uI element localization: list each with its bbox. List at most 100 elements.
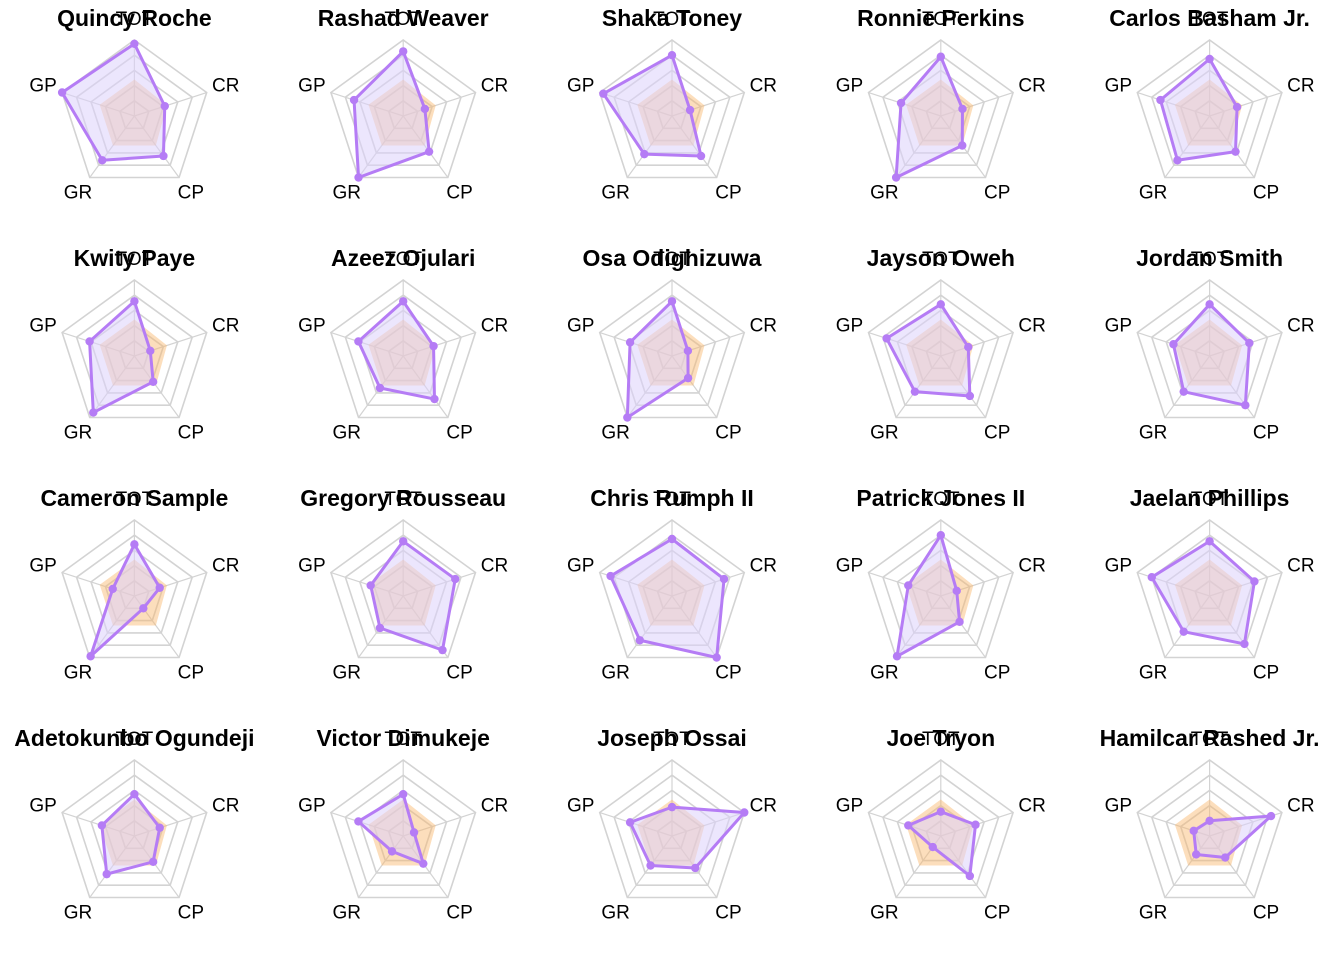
player-point (160, 101, 169, 111)
axis-label: CR (1287, 795, 1314, 816)
axis-label: CR (212, 795, 239, 816)
player-point (1147, 573, 1156, 582)
axis-label: TOT (922, 489, 960, 510)
axis-label: GP (836, 795, 863, 816)
axis-label: CR (750, 555, 777, 576)
player-point (430, 394, 439, 404)
axis-label: GR (601, 183, 630, 204)
player-point (148, 377, 158, 387)
axis-label: CR (1018, 315, 1045, 336)
axis-label: GP (567, 555, 594, 576)
axis-label: GR (870, 423, 899, 444)
radar-panel: Carlos Basham Jr.TOT CR CP GR GP (1105, 5, 1315, 204)
axis-label: TOT (384, 9, 422, 30)
axis-label: GR (1139, 423, 1168, 444)
axis-label: GP (836, 75, 863, 96)
axis-label: GP (29, 75, 56, 96)
player-point (936, 300, 945, 309)
axis-label: GP (29, 315, 56, 336)
player-point (1232, 102, 1242, 112)
player-point (712, 653, 721, 662)
axis-label: CR (1287, 75, 1314, 96)
panel-title: Shaka Toney (602, 5, 742, 31)
panel-title: Kwity Paye (74, 245, 195, 271)
player-point (896, 98, 906, 108)
grid-ring (867, 759, 1015, 899)
axis-label: CP (178, 183, 204, 204)
axis-label: CR (481, 555, 508, 576)
player-point (928, 842, 937, 852)
axis-label: CR (1018, 75, 1045, 96)
panel-title: Cameron Sample (40, 485, 228, 511)
player-point (349, 95, 359, 105)
player-point (910, 387, 920, 396)
player-point (146, 346, 155, 356)
grid-ring (1150, 774, 1269, 886)
axis-label: GP (836, 555, 863, 576)
player-point (57, 88, 67, 97)
player-point (354, 337, 363, 346)
axis-label: CR (481, 75, 508, 96)
axis-label: GP (298, 315, 325, 336)
axis-label: GR (870, 663, 899, 684)
player-point (965, 391, 975, 401)
player-point (1205, 816, 1214, 825)
player-series-line (609, 537, 726, 659)
player-point (375, 383, 385, 393)
axis-label: TOT (922, 249, 960, 270)
axis-label: TOT (116, 489, 154, 510)
axis-label: CP (178, 423, 204, 444)
player-series-line (89, 542, 162, 658)
player-point (130, 297, 139, 306)
axis-label: CP (446, 663, 472, 684)
grid-ring (1136, 279, 1283, 419)
player-point (635, 636, 645, 645)
axis-label: GR (333, 903, 362, 924)
axis-label: GP (29, 795, 56, 816)
player-point (424, 147, 434, 156)
axis-label: CR (212, 315, 239, 336)
player-series-line (601, 53, 703, 158)
axis-label: TOT (1191, 489, 1229, 510)
player-series-line (352, 49, 431, 179)
player-point (667, 51, 677, 60)
axis-label: CR (481, 795, 508, 816)
axis-label: GP (29, 555, 56, 576)
axis-label: TOT (116, 249, 154, 270)
axis-label: TOT (1191, 9, 1229, 30)
player-point (683, 346, 693, 356)
panel-title: Joe Tryon (886, 725, 995, 751)
axis-label: GR (64, 183, 93, 204)
player-series-line (895, 533, 962, 658)
axis-label: CP (178, 663, 204, 684)
player-point (366, 581, 375, 590)
panel-title: Chris Rumph II (590, 485, 754, 511)
axis-label: GR (333, 423, 362, 444)
player-point (667, 297, 677, 306)
player-point (740, 808, 749, 817)
player-point (86, 652, 95, 661)
player-point (599, 89, 608, 98)
player-point (130, 540, 139, 549)
player-point (409, 828, 419, 837)
player-series-line (628, 805, 746, 870)
grid-ring (1150, 54, 1269, 166)
player-point (646, 861, 655, 870)
player-series-line (1192, 814, 1273, 860)
axis-label: CP (984, 663, 1010, 684)
player-series-line (60, 42, 167, 162)
axis-label: GR (601, 423, 630, 444)
axis-label: GR (1139, 663, 1168, 684)
player-point (85, 337, 94, 346)
axis-label: TOT (384, 249, 422, 270)
axis-label: CP (984, 183, 1010, 204)
player-point (438, 645, 447, 655)
axis-label: GR (601, 903, 630, 924)
player-point (904, 821, 913, 830)
player-point (1156, 95, 1165, 105)
